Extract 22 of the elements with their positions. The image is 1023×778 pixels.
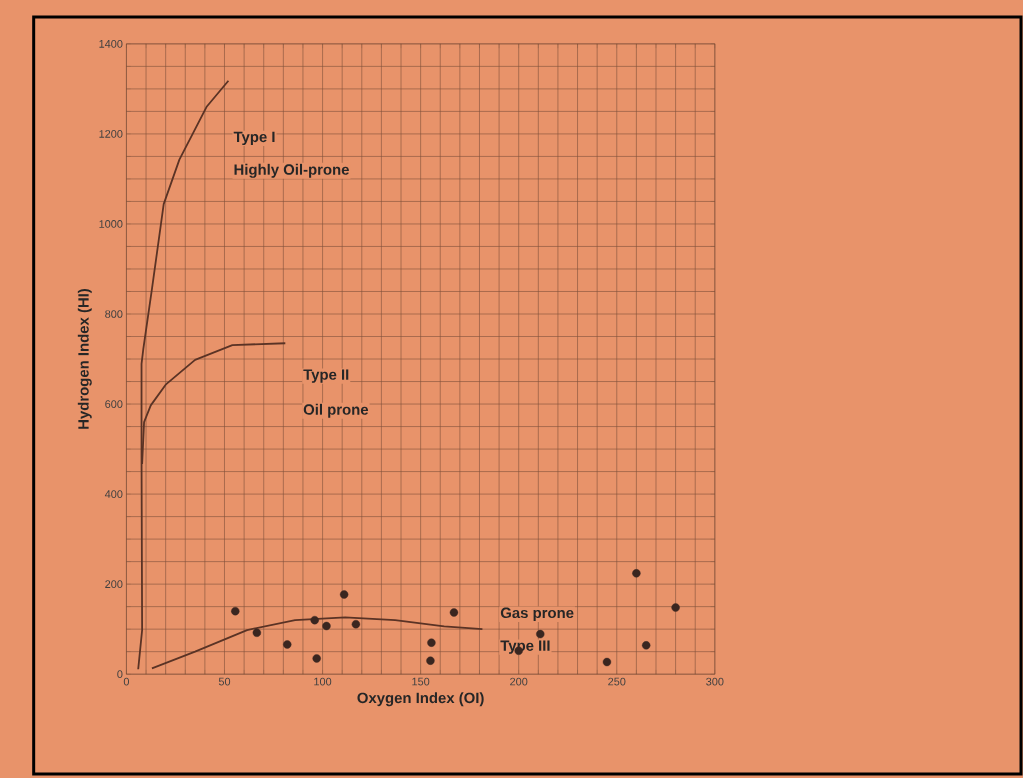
y-tick-label: 1000 bbox=[99, 220, 123, 228]
annotation: Highly Oil-prone bbox=[234, 163, 349, 178]
annotation: Gas prone bbox=[500, 607, 574, 622]
x-tick-label: 200 bbox=[510, 677, 528, 686]
y-axis-title: Hydrogen Index (HI) bbox=[77, 289, 92, 429]
y-tick-label: 400 bbox=[104, 490, 123, 498]
x-tick-label: 300 bbox=[706, 677, 724, 686]
annotation: Type II bbox=[303, 369, 349, 383]
x-tick-label: 0 bbox=[123, 677, 130, 686]
x-tick-label: 250 bbox=[608, 677, 626, 686]
y-tick-label: 800 bbox=[105, 310, 123, 318]
x-tick-label: 100 bbox=[314, 677, 332, 686]
annotation: Oil prone bbox=[303, 403, 369, 418]
y-tick-label: 1400 bbox=[99, 40, 123, 48]
y-tick-label: 600 bbox=[105, 400, 123, 408]
x-tick-label: 150 bbox=[412, 677, 430, 686]
y-tick-label: 0 bbox=[117, 670, 123, 679]
y-tick-label: 200 bbox=[105, 580, 123, 589]
x-tick-label: 50 bbox=[218, 677, 231, 686]
x-axis-title: Oxygen Index (OI) bbox=[357, 692, 484, 707]
annotation: Type I bbox=[233, 131, 275, 146]
y-tick-label: 1200 bbox=[99, 130, 123, 138]
